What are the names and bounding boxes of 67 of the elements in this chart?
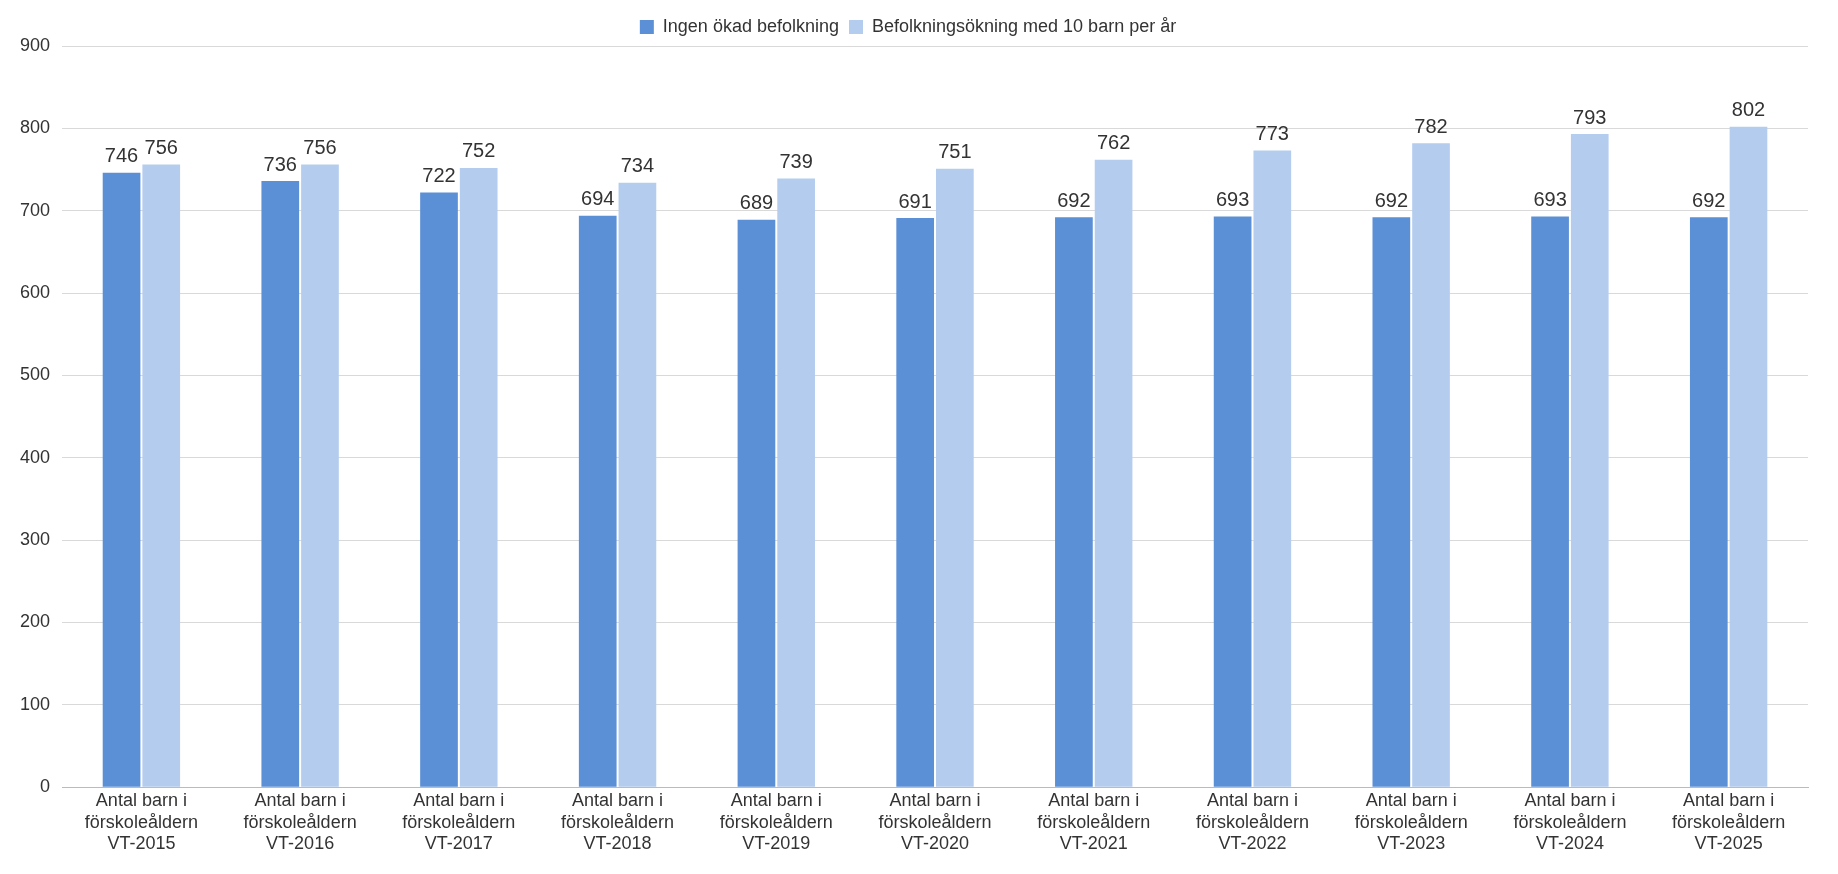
bar — [1055, 217, 1093, 787]
data-label: 736 — [263, 152, 297, 175]
data-label: 782 — [1414, 114, 1448, 137]
y-tick-label: 0 — [40, 776, 51, 797]
bar — [1729, 126, 1768, 787]
bar — [1094, 159, 1133, 787]
bar — [1412, 143, 1450, 787]
x-tick-label: Antal barn i förskoleåldern VT-2018 — [561, 789, 675, 854]
bar — [459, 167, 498, 787]
bar — [1570, 134, 1609, 787]
legend-label: Ingen ökad befolkning — [662, 15, 839, 36]
data-label: 722 — [422, 164, 456, 187]
bar — [896, 218, 935, 787]
bar — [1372, 217, 1411, 787]
bar — [936, 168, 974, 787]
data-label: 693 — [1215, 187, 1250, 210]
bar — [618, 182, 657, 787]
bar — [578, 215, 617, 787]
bar — [777, 178, 815, 787]
y-tick-label: 900 — [19, 34, 51, 55]
data-label: 793 — [1573, 105, 1607, 128]
data-label: 734 — [620, 154, 655, 177]
data-label: 692 — [1692, 188, 1726, 211]
legend-label: Befolkningsökning med 10 barn per år — [871, 15, 1177, 36]
data-label: 739 — [779, 150, 813, 173]
data-label: 773 — [1255, 122, 1289, 145]
x-tick-label: Antal barn i förskoleåldern VT-2025 — [1672, 789, 1786, 854]
bar — [420, 192, 458, 787]
bar — [142, 164, 181, 787]
bar — [1253, 150, 1292, 787]
data-label: 802 — [1731, 98, 1766, 121]
y-tick-label: 600 — [19, 282, 51, 303]
bar — [1213, 216, 1252, 787]
x-tick-label: Antal barn i förskoleåldern VT-2024 — [1513, 789, 1627, 854]
y-tick-label: 500 — [19, 364, 51, 385]
data-label: 692 — [1374, 188, 1409, 211]
data-label: 752 — [462, 139, 496, 162]
x-tick-label: Antal barn i förskoleåldern VT-2019 — [719, 789, 833, 854]
data-label: 689 — [739, 191, 774, 214]
x-tick-label: Antal barn i förskoleåldern VT-2021 — [1037, 789, 1151, 854]
data-label: 691 — [898, 189, 932, 212]
data-label: 762 — [1096, 131, 1131, 154]
y-tick-label: 100 — [19, 693, 51, 714]
y-tick-label: 800 — [19, 117, 51, 138]
data-label: 756 — [144, 136, 178, 159]
x-tick-label: Antal barn i förskoleåldern VT-2020 — [878, 789, 992, 854]
bar — [261, 181, 300, 787]
bar — [301, 164, 339, 787]
data-label: 756 — [303, 136, 337, 159]
bar — [1689, 217, 1728, 787]
bar — [737, 219, 776, 787]
y-tick-label: 400 — [19, 446, 51, 467]
y-tick-label: 200 — [19, 611, 51, 632]
y-tick-label: 700 — [19, 199, 51, 220]
x-tick-label: Antal barn i förskoleåldern VT-2015 — [84, 789, 198, 854]
data-label: 693 — [1533, 187, 1567, 210]
x-tick-label: Antal barn i förskoleåldern VT-2016 — [243, 789, 357, 854]
x-tick-label: Antal barn i förskoleåldern VT-2022 — [1195, 789, 1309, 854]
x-tick-label: Antal barn i förskoleåldern VT-2017 — [402, 789, 516, 854]
bar — [102, 172, 141, 787]
y-tick-label: 300 — [19, 529, 51, 550]
x-tick-label: Antal barn i förskoleåldern VT-2023 — [1354, 789, 1468, 854]
data-label: 694 — [581, 187, 615, 210]
data-label: 746 — [104, 144, 139, 167]
data-label: 692 — [1057, 188, 1091, 211]
data-label: 751 — [938, 140, 972, 163]
bar — [1531, 216, 1569, 787]
